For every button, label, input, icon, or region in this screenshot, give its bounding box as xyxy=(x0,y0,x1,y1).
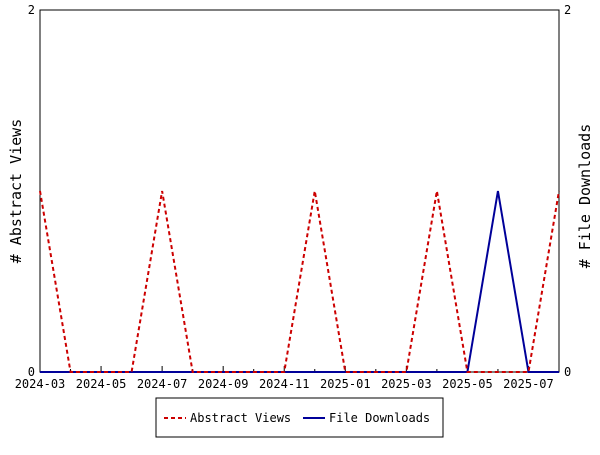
x-tick-label-2024-03: 2024-03 xyxy=(15,377,66,391)
y-left-axis-title: # Abstract Views xyxy=(7,119,25,264)
y-left-tick-label-min: 0 xyxy=(28,365,35,379)
plot-area xyxy=(39,9,560,373)
y-right-axis-title: # File Downloads xyxy=(576,124,594,269)
x-tick-label-2025-05: 2025-05 xyxy=(442,377,493,391)
series-line-abstract-views xyxy=(39,190,560,373)
legend-label-file-downloads: File Downloads xyxy=(329,411,430,425)
y-right-tick-label-min: 0 xyxy=(564,365,571,379)
x-axis-tick-labels: 2024-03 2024-05 2024-07 2024-09 2024-11 2025-… xyxy=(15,377,554,391)
legend-label-abstract-views: Abstract Views xyxy=(190,411,291,425)
x-tick-label-2024-07: 2024-07 xyxy=(137,377,188,391)
series-layer xyxy=(39,190,560,373)
y-left-tick-label-max: 2 xyxy=(28,3,35,17)
x-tick-label-2024-11: 2024-11 xyxy=(259,377,310,391)
x-tick-label-2024-09: 2024-09 xyxy=(198,377,249,391)
y-right-tick-label-max: 2 xyxy=(564,3,571,17)
x-tick-label-2025-01: 2025-01 xyxy=(320,377,371,391)
legend-box xyxy=(155,397,444,438)
x-tick-label-2025-03: 2025-03 xyxy=(381,377,432,391)
x-tick-label-2025-07: 2025-07 xyxy=(503,377,554,391)
x-tick-label-2024-05: 2024-05 xyxy=(76,377,127,391)
